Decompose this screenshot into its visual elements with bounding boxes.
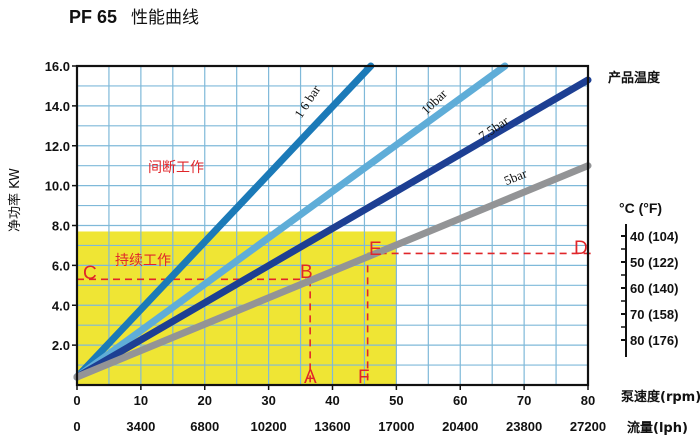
- y-tick-label: 8.0: [52, 219, 70, 234]
- series-line-1: [73, 62, 509, 381]
- series-label-0: 1 6 bar: [291, 82, 324, 121]
- series-label-3: 5bar: [502, 165, 530, 188]
- marker-c: C: [83, 263, 97, 284]
- y-tick-label: 2.0: [52, 338, 70, 353]
- x-tick-label-lph: 13600: [314, 419, 350, 434]
- marker-f: F: [358, 367, 370, 388]
- x-tick-label-lph: 17000: [378, 419, 414, 434]
- x-axis-name-rpm: 泵速度(rpm): [621, 389, 700, 405]
- x-tick-label-rpm: 80: [581, 393, 595, 408]
- y-tick-label: 16.0: [45, 59, 70, 74]
- y-tick-label: 4.0: [52, 298, 70, 313]
- marker-a: A: [304, 367, 317, 388]
- x-tick-label-lph: 23800: [506, 419, 542, 434]
- grid: [76, 65, 589, 386]
- x-tick-label-rpm: 20: [198, 393, 212, 408]
- chart-title-model: PF 65: [69, 7, 117, 27]
- x-tick-label-lph: 0: [73, 419, 80, 434]
- x-tick-label-lph: 6800: [190, 419, 219, 434]
- intermittent-work-label: 间断工作: [148, 160, 204, 176]
- x-tick-label-lph: 27200: [570, 419, 606, 434]
- x-tick-label-rpm: 10: [134, 393, 148, 408]
- continuous-work-label: 持续工作: [115, 252, 171, 269]
- x-tick-label-rpm: 0: [73, 393, 80, 408]
- temperature-tick-label: 80 (176): [630, 333, 678, 348]
- x-tick-label-lph: 20400: [442, 419, 478, 434]
- x-tick-label-rpm: 40: [325, 393, 339, 408]
- chart-title-text: 性能曲线: [131, 8, 199, 28]
- marker-b: B: [300, 262, 313, 283]
- y-tick-label: 6.0: [52, 258, 70, 273]
- temperature-tick-label: 50 (122): [630, 255, 678, 270]
- temperature-tick-label: 40 (104): [630, 229, 678, 244]
- y-axis-label: 净功率 KW: [7, 168, 23, 232]
- guide-lines: [77, 252, 594, 385]
- x-tick-label-rpm: 50: [389, 393, 403, 408]
- x-tick-label-rpm: 30: [261, 393, 275, 408]
- series-line-3: [73, 162, 592, 381]
- axes: [72, 64, 590, 390]
- temperature-scale: 产品温度 °C (°F) 40 (104) 50 (122) 60 (140) 70 (1…: [608, 70, 678, 357]
- marker-d: D: [574, 238, 588, 259]
- temperature-scale-title: 产品温度: [608, 70, 661, 86]
- x-tick-label-lph: 10200: [251, 419, 287, 434]
- marker-e: E: [369, 239, 382, 260]
- series-line-0: [73, 62, 375, 381]
- y-tick-label: 12.0: [45, 139, 70, 154]
- x-tick-label-lph: 3400: [126, 419, 155, 434]
- temperature-tick-label: 60 (140): [630, 281, 678, 296]
- y-tick-label: 10.0: [45, 179, 70, 194]
- y-tick-label: 14.0: [45, 99, 70, 114]
- series-line-2: [73, 76, 592, 381]
- x-tick-label-rpm: 70: [517, 393, 531, 408]
- temperature-tick-label: 70 (158): [630, 307, 678, 322]
- x-axis-name-lph: 流量(lph): [627, 420, 688, 436]
- series-label-2: 7.5bar: [476, 112, 512, 143]
- chart-labels: 16.0 14.0 12.0 10.0 8.0 6.0 4.0 2.0 0 0 10 3400 20 68…: [7, 59, 700, 436]
- temperature-scale-header: °C (°F): [619, 200, 662, 216]
- x-tick-label-rpm: 60: [453, 393, 467, 408]
- series-lines: [73, 62, 592, 381]
